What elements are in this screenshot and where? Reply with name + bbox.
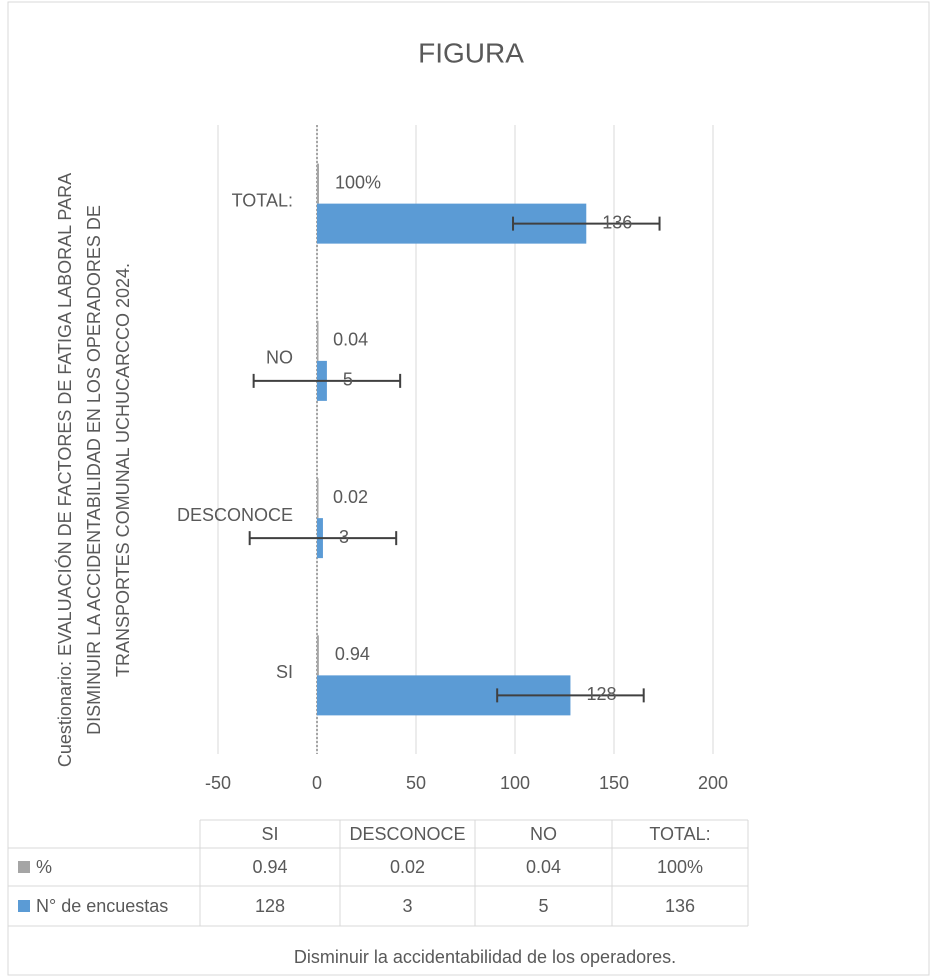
table-cell: 0.02 [390,857,425,877]
data-label: 0.02 [333,487,368,507]
data-label: 136 [602,212,632,232]
x-tick-label: 200 [698,773,728,793]
chart-border [7,1,930,976]
table-cell: 128 [255,896,285,916]
category-label: SI [276,662,293,682]
table-cell: 0.04 [526,857,561,877]
legend-key [18,900,30,912]
x-tick-label: -50 [205,773,231,793]
legend-label: % [36,857,52,877]
legend-key [18,861,30,873]
x-tick-label: 0 [312,773,322,793]
category-label: DESCONOCE [177,505,293,525]
data-label: 0.94 [335,644,370,664]
x-tick-label: 150 [599,773,629,793]
y-axis-title-line: Cuestionario: EVALUACIÓN DE FACTORES DE … [54,173,75,767]
x-tick-label: 50 [406,773,426,793]
table-cell: 3 [402,896,412,916]
bar [317,163,319,204]
table-header: NO [530,824,557,844]
y-axis-title-line: DISMINUIR LA ACCIDENTABILIDAD EN LOS OPE… [84,205,104,735]
y-axis-title-line: TRANSPORTES COMUNAL UCHUCARCCO 2024. [113,263,133,677]
table-cell: 100% [657,857,703,877]
x-axis-title: Disminuir la accidentabilidad de los ope… [294,947,676,967]
data-label: 128 [586,684,616,704]
category-label: TOTAL: [232,190,293,210]
bar [317,635,319,676]
data-label: 100% [335,172,381,192]
table-header: DESCONOCE [349,824,465,844]
table-header: TOTAL: [649,824,710,844]
data-label: 5 [343,370,353,390]
y-axis-title: Cuestionario: EVALUACIÓN DE FACTORES DE … [54,173,133,767]
table-cell: 5 [538,896,548,916]
table-header: SI [261,824,278,844]
table-cell: 0.94 [252,857,287,877]
table-cell: 136 [665,896,695,916]
x-tick-label: 100 [500,773,530,793]
data-label: 0.04 [333,330,368,350]
category-label: NO [266,348,293,368]
bar [317,478,319,519]
bar [317,320,319,361]
data-label: 3 [339,527,349,547]
legend-label: N° de encuestas [36,896,168,916]
chart-title: FIGURA [418,37,524,68]
